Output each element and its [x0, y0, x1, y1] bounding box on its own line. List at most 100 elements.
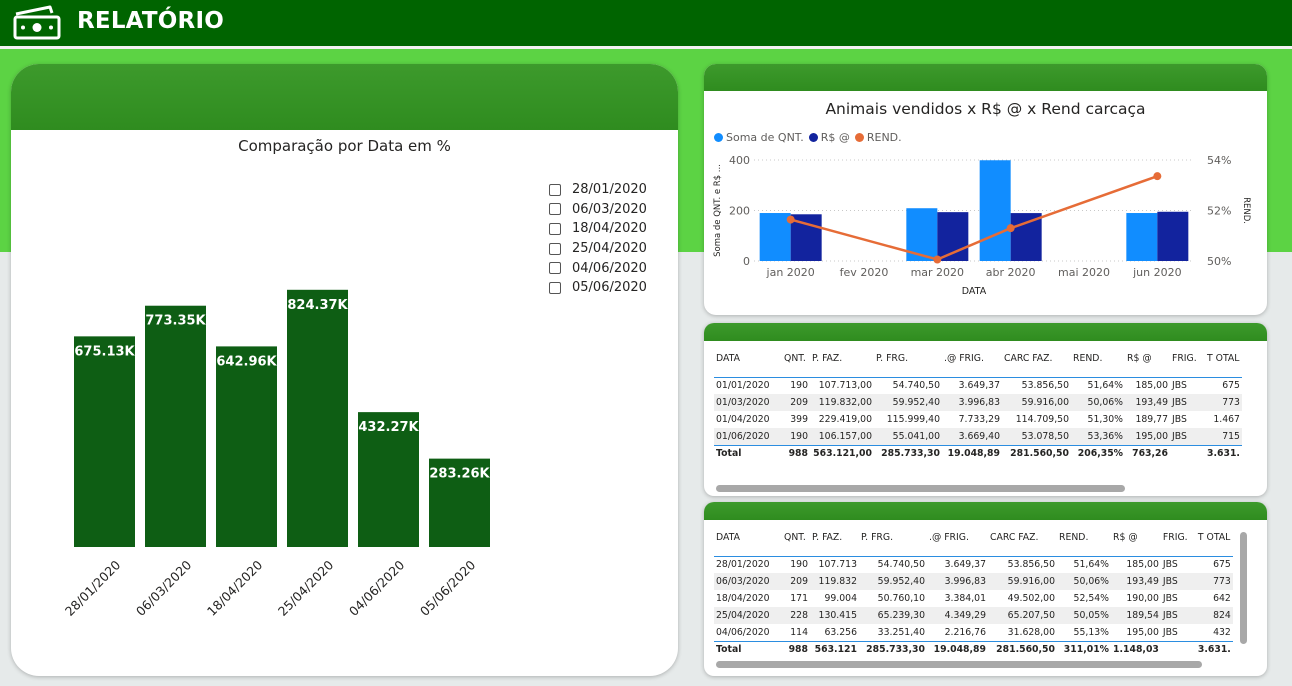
table-row[interactable]: 25/04/2020 228 130.415 65.239,30 4.349,29 65.… — [714, 607, 1233, 624]
bar-data-label: 283.26K — [429, 467, 490, 482]
column-header[interactable]: .@ FRIG. — [927, 520, 988, 557]
legend-item[interactable]: R$ @ — [808, 131, 850, 144]
column-header[interactable]: P. FRG. — [874, 341, 942, 378]
legend-item[interactable]: Soma de QNT. — [714, 131, 804, 144]
column-header[interactable]: CARC FAZ. — [988, 520, 1057, 557]
table-row[interactable]: 28/01/2020 190 107.713 54.740,50 3.649,37 53.… — [714, 556, 1233, 573]
column-header[interactable]: REND. — [1057, 520, 1111, 557]
bar-soma-qnt[interactable] — [979, 160, 1011, 261]
column-header[interactable]: QNT. — [782, 341, 810, 378]
table-cell: 642 — [1213, 593, 1231, 604]
bar[interactable] — [145, 305, 206, 547]
legend-dot — [854, 133, 864, 142]
total-cell: Total — [714, 444, 782, 462]
column-header[interactable]: REND. — [1071, 341, 1125, 378]
monthly-table: DATA QNT. P. FAZ. P. FRG. .@ FRIG. CARC FAZ. R… — [714, 341, 1242, 462]
card-header — [704, 502, 1267, 520]
column-header[interactable]: P. FRG. — [859, 520, 927, 557]
column-header[interactable]: FRIG. — [1160, 520, 1196, 557]
y-axis-title: Soma de QNT. e R$ ... — [713, 164, 723, 257]
checkbox[interactable] — [549, 183, 561, 196]
table-cell: 01/03/2020 — [714, 394, 782, 411]
column-header[interactable]: P. FAZ. — [810, 520, 859, 557]
legend-item[interactable]: REND. — [854, 131, 902, 144]
checkbox[interactable] — [549, 242, 561, 255]
bar[interactable] — [287, 289, 348, 547]
rend-line — [790, 174, 1158, 261]
slicer-item[interactable]: 18/04/2020 — [549, 219, 647, 239]
bar-data-label: 773.35K — [145, 314, 206, 329]
column-header[interactable]: R$ @ — [1125, 341, 1170, 378]
bar[interactable] — [429, 458, 490, 547]
table-cell: 01/04/2020 — [716, 414, 770, 425]
slicer-item[interactable]: 28/01/2020 — [549, 180, 647, 200]
column-header[interactable]: T OTAL — [1195, 520, 1233, 557]
table-row[interactable]: 01/01/2020 190 107.713,00 54.740,50 3.649,37… — [714, 377, 1242, 394]
column-header[interactable]: .@ FRIG. — [942, 341, 1002, 378]
table-cell: 190,00 — [1126, 593, 1159, 604]
slicer-item[interactable]: 25/04/2020 — [549, 239, 647, 259]
bar-rs-arroba[interactable] — [1157, 211, 1189, 261]
x-tick-label: fev 2020 — [840, 266, 889, 279]
bar-soma-qnt[interactable] — [759, 213, 791, 261]
card-header — [11, 64, 678, 130]
table-cell: 209 — [782, 394, 810, 411]
table-row[interactable]: 18/04/2020 171 99.004 50.760,10 3.384,01 49.5… — [714, 590, 1233, 607]
legend-label: Soma de QNT. — [726, 131, 804, 144]
table-cell: 185,00 — [1126, 559, 1159, 571]
y2-tick-label: 52% — [1207, 205, 1231, 218]
rend-point[interactable] — [1006, 224, 1015, 233]
table-cell: JBS — [1162, 559, 1178, 571]
table-row[interactable]: 04/06/2020 114 63.256 33.251,40 2.216,76 31.6… — [714, 624, 1233, 641]
column-header[interactable]: DATA — [714, 341, 782, 378]
bar-data-label: 432.27K — [358, 420, 419, 435]
slicer-item[interactable]: 05/06/2020 — [549, 278, 647, 298]
bar-rs-arroba[interactable] — [1010, 213, 1042, 261]
table-cell: 229.419,00 — [818, 414, 872, 425]
comparison-chart-title: Comparação por Data em % — [238, 137, 451, 155]
total-cell: 563.121 — [810, 640, 859, 658]
table-cell: JBS — [1162, 626, 1178, 638]
checkbox[interactable] — [549, 262, 561, 275]
table-cell: 01/01/2020 — [716, 380, 770, 392]
slicer-item[interactable]: 06/03/2020 — [549, 200, 647, 220]
table-cell: 185,00 — [1135, 380, 1168, 392]
rend-point[interactable] — [786, 215, 795, 224]
vertical-scrollbar[interactable] — [1240, 532, 1247, 644]
column-header[interactable]: CARC FAZ. — [1002, 341, 1071, 378]
checkbox[interactable] — [549, 222, 561, 235]
table-row[interactable]: 01/06/2020 190 106.157,00 55.041,00 3.669,40… — [714, 428, 1242, 445]
slicer-item[interactable]: 04/06/2020 — [549, 258, 647, 278]
column-header[interactable]: R$ @ — [1111, 520, 1161, 557]
x-tick-label: jun 2020 — [1132, 266, 1182, 279]
legend-dot — [714, 133, 723, 142]
table-cell: 59.916,00 — [988, 573, 1057, 590]
checkbox[interactable] — [549, 281, 561, 294]
column-header[interactable]: QNT. — [782, 520, 810, 557]
rend-point[interactable] — [1153, 172, 1162, 181]
column-header[interactable]: FRIG. — [1170, 341, 1205, 378]
y-tick-label: 400 — [729, 154, 750, 167]
table-row[interactable]: 06/03/2020 209 119.832 59.952,40 3.996,83 59.… — [714, 573, 1233, 590]
table-row[interactable]: 01/04/2020 399 229.419,00 115.999,40 7.733,2… — [714, 411, 1242, 428]
table-cell: 53.078,50 — [1002, 428, 1071, 445]
column-header[interactable]: DATA — [714, 520, 782, 557]
table-cell: 107.713 — [818, 559, 857, 571]
table-cell: 114 — [790, 626, 808, 638]
table-cell: JBS — [1160, 607, 1196, 624]
bar[interactable] — [216, 346, 277, 547]
table-cell: 189,54 — [1111, 607, 1161, 624]
horizontal-scrollbar[interactable] — [716, 661, 1202, 668]
slicer-item-label: 18/04/2020 — [572, 221, 647, 237]
column-header[interactable]: P. FAZ. — [810, 341, 874, 378]
bar[interactable] — [74, 336, 135, 547]
rend-point[interactable] — [933, 255, 942, 264]
table-row[interactable]: 01/03/2020 209 119.832,00 59.952,40 3.996,83… — [714, 394, 1242, 411]
table-cell: 04/06/2020 — [716, 626, 770, 638]
bar-soma-qnt[interactable] — [1126, 213, 1158, 261]
checkbox[interactable] — [549, 203, 561, 216]
bar[interactable] — [358, 412, 419, 547]
horizontal-scrollbar[interactable] — [716, 485, 1125, 492]
column-header[interactable]: T OTAL — [1205, 341, 1242, 378]
table-cell: 107.713,00 — [818, 380, 872, 392]
